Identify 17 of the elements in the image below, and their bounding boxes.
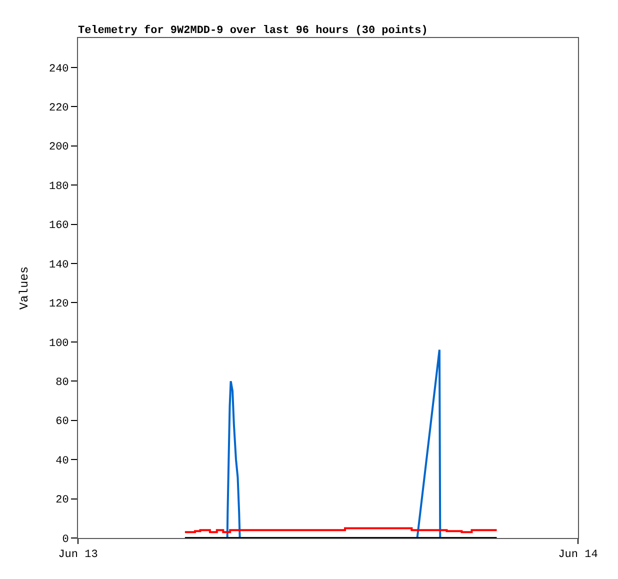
y-tick-label: 180 <box>48 180 69 193</box>
y-tick-label: 140 <box>48 259 69 272</box>
x-tick-label: Jun 13 <box>58 549 98 562</box>
y-tick-label: 60 <box>56 416 69 428</box>
y-tick-label: 0 <box>62 534 69 546</box>
y-tick-label: 20 <box>56 494 69 507</box>
y-tick-label: 40 <box>56 455 69 468</box>
y-tick-label: 100 <box>48 338 69 350</box>
y-tick-label: 240 <box>48 63 69 76</box>
x-tick-label: Jun 14 <box>558 549 598 562</box>
y-axis-title: Values <box>17 266 32 310</box>
y-tick-label: 220 <box>48 102 69 114</box>
y-tick-label: 120 <box>48 298 69 311</box>
y-tick-label: 80 <box>56 376 69 389</box>
y-tick-label: 160 <box>48 220 69 232</box>
y-tick-label: 200 <box>48 142 69 154</box>
chart-title: Telemetry for 9W2MDD-9 over last 96 hours (30 points) <box>78 24 428 37</box>
